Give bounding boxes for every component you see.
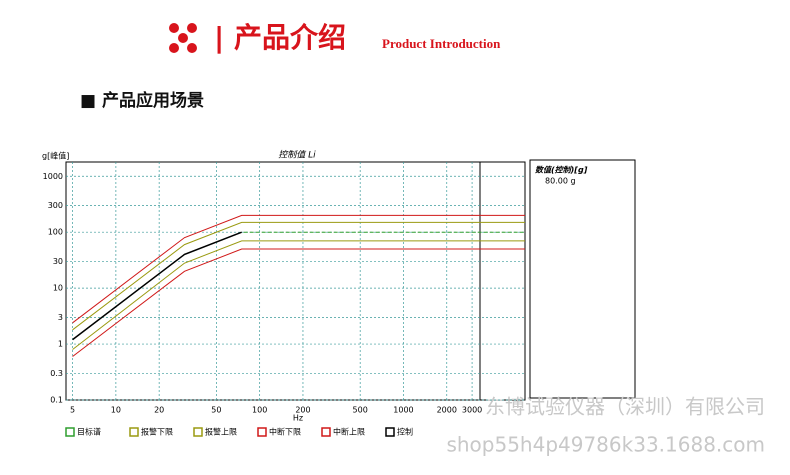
y-axis-label: g[峰值] [42,151,69,161]
y-tick-label: 300 [48,201,63,210]
watermark: shop55h4p49786k33.1688.com [446,433,765,457]
plot-frame [65,161,526,401]
header-title: | 产品介绍 [214,21,346,54]
x-tick-label: 100 [252,406,267,415]
panel-value: 80.00 g [545,177,576,186]
y-tick-label: 0.1 [50,396,63,405]
legend-swatch [385,427,395,437]
section-title: ■ 产品应用场景 [80,90,204,111]
series-line [72,231,242,341]
series-line [72,214,525,324]
y-tick-label: 0.3 [50,369,63,378]
y-tick-label: 3 [58,313,63,322]
legend-label: 报警下限 [141,427,173,437]
series-line [72,231,525,341]
watermark: 东博试验仪器（深圳）有限公司 [485,395,765,419]
legend-label: 目标谱 [77,427,101,437]
x-tick-label: 10 [111,406,121,415]
y-tick-label: 1 [58,340,63,349]
series-line [72,240,525,350]
x-tick-label: 20 [154,406,164,415]
y-tick-label: 100 [48,228,63,237]
x-axis-label: Hz [293,414,303,423]
x-tick-label: 50 [211,406,221,415]
legend-label: 报警上限 [205,427,237,437]
legend-swatch [321,427,331,437]
x-tick-label: 2000 [437,406,457,415]
y-tick-label: 30 [53,257,63,266]
x-tick-label: 500 [353,406,368,415]
legend-label: 中断上限 [333,427,365,437]
x-tick-label: 3000 [462,406,482,415]
chart-title: 控制值 Li [278,150,316,161]
x-tick-label: 200 [295,406,310,415]
x-tick-label: 1000 [393,406,413,415]
series-line [72,248,525,357]
legend-swatch [193,427,203,437]
value-panel [529,159,636,399]
logo [169,23,197,53]
series-line [72,221,525,331]
panel-label: 数值(控制)[g] [535,166,588,175]
legend-swatch [65,427,75,437]
legend-label: 控制 [397,427,413,437]
legend-swatch [129,427,139,437]
y-tick-label: 1000 [43,172,63,181]
header-subtitle: Product Introduction [382,36,501,51]
legend-label: 中断下限 [269,427,301,437]
y-tick-label: 10 [53,284,63,293]
legend-swatch [257,427,267,437]
x-tick-label: 5 [70,406,75,415]
